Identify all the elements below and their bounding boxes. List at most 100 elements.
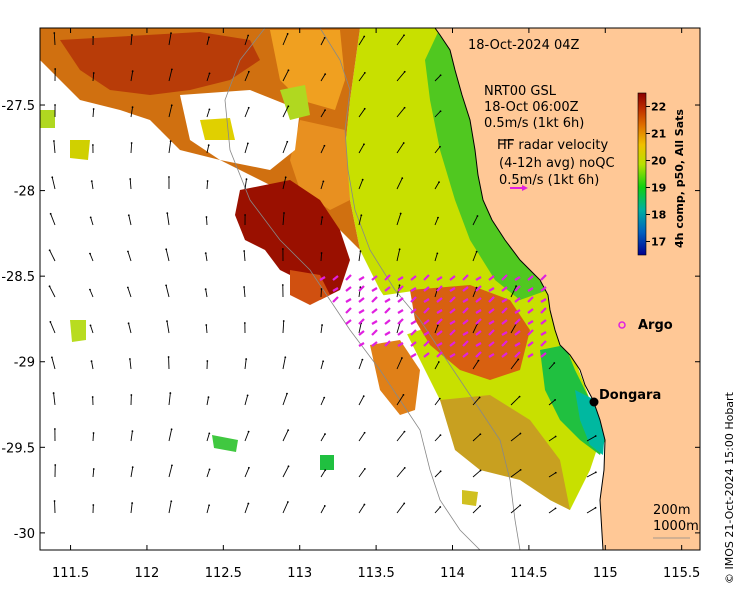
wind-vector-head xyxy=(92,432,95,434)
wind-vector xyxy=(168,393,171,406)
wind-vector-head xyxy=(361,178,364,181)
wind-vector xyxy=(49,250,56,262)
wind-vector xyxy=(358,108,366,118)
wind-vector xyxy=(472,360,479,370)
radar-vector xyxy=(449,287,456,292)
wind-vector-head xyxy=(322,360,325,363)
wind-vector xyxy=(434,217,439,226)
wind-vector-head xyxy=(208,432,211,435)
wind-vector xyxy=(92,468,95,478)
wind-vector xyxy=(472,397,480,406)
radar-vector xyxy=(540,274,547,281)
wind-vector-head xyxy=(594,435,597,437)
wind-vector xyxy=(548,436,556,442)
radar-vector xyxy=(449,320,456,325)
wind-vector-head xyxy=(478,396,481,399)
wind-vector-head xyxy=(282,320,285,322)
wind-vector xyxy=(548,362,555,370)
radar-vector xyxy=(371,275,378,281)
wind-vector xyxy=(130,467,134,478)
wind-vector-head xyxy=(168,176,170,178)
wind-vector-head xyxy=(207,396,210,399)
wind-vector xyxy=(166,213,170,226)
wind-vector-head xyxy=(166,320,168,323)
radar-vector xyxy=(371,320,378,325)
radar-vector xyxy=(488,308,495,314)
wind-vector xyxy=(396,213,402,226)
radar-vector xyxy=(475,297,482,303)
wind-vector xyxy=(244,35,249,46)
radar-vector xyxy=(462,307,469,314)
wind-vector xyxy=(320,397,325,406)
wind-vector-head xyxy=(286,501,289,503)
wind-vector-head xyxy=(48,285,51,288)
wind-vector xyxy=(396,107,405,118)
wind-vector-head xyxy=(206,180,209,182)
colorbar-label: 4h comp, p50, All Sats xyxy=(673,109,686,248)
wind-vector-head xyxy=(127,250,129,253)
wind-vector xyxy=(206,433,210,442)
wind-vector xyxy=(282,429,289,442)
wind-vector-head xyxy=(92,504,95,506)
wind-vector xyxy=(586,435,596,442)
wind-vector-head xyxy=(363,71,366,74)
colorbar-tick-label: 18 xyxy=(651,209,666,222)
radar-vector xyxy=(358,342,365,347)
radar-vector xyxy=(501,340,508,347)
wind-vector xyxy=(510,469,521,478)
radar-vector xyxy=(514,276,521,281)
radar-vector xyxy=(345,307,352,314)
wind-vector xyxy=(129,359,132,370)
radar-vector xyxy=(436,351,443,358)
radar-vector xyxy=(449,296,456,303)
radar-vector xyxy=(527,320,534,325)
radar-vector xyxy=(371,341,378,347)
wind-vector xyxy=(49,321,56,334)
wind-vector-head xyxy=(247,502,250,505)
wind-vector-head xyxy=(208,36,210,39)
colorbar-tick-label: 19 xyxy=(651,182,666,195)
radar-vector xyxy=(462,286,469,292)
wind-vector xyxy=(244,359,247,370)
wind-vector xyxy=(320,469,326,478)
radar-vector xyxy=(371,287,378,292)
radar-vector xyxy=(501,352,508,358)
wind-vector-head xyxy=(128,358,131,360)
radar-vector xyxy=(527,308,534,314)
wind-vector-head xyxy=(283,212,285,214)
wind-vector xyxy=(548,472,557,478)
wind-vector xyxy=(128,215,132,226)
wind-vector-head xyxy=(403,466,406,469)
wind-vector xyxy=(90,217,94,226)
wind-vector xyxy=(127,251,132,262)
wind-vector xyxy=(358,144,365,154)
wind-vector-head xyxy=(54,68,57,70)
radar-vector xyxy=(384,340,391,347)
radar-vector xyxy=(410,308,417,314)
wind-vector-head xyxy=(399,212,402,215)
credit-text: © IMOS 21-Oct-2024 15:00 Hobart xyxy=(723,391,736,584)
wind-vector xyxy=(244,71,250,82)
wind-vector xyxy=(244,395,249,406)
wind-vector-head xyxy=(91,396,94,398)
hf-radar-vectors xyxy=(319,274,547,358)
wind-vector-head xyxy=(479,505,482,507)
wind-vector-head xyxy=(53,500,56,502)
wind-vector xyxy=(51,177,56,190)
wind-vector xyxy=(205,289,208,298)
radar-vector xyxy=(436,318,443,325)
radar-vector xyxy=(527,296,534,303)
wind-vector xyxy=(166,321,170,334)
wind-vector xyxy=(244,107,250,118)
radar-vector xyxy=(501,274,508,281)
wind-vector-head xyxy=(554,471,557,474)
radar-vector xyxy=(423,340,430,347)
wind-vector xyxy=(49,286,56,298)
wind-vector-head xyxy=(363,143,365,146)
wind-vector-head xyxy=(127,322,130,325)
wind-vector xyxy=(53,393,56,406)
radar-vector xyxy=(462,340,469,347)
y-tick-label: -27.5 xyxy=(1,99,35,114)
radar-vector xyxy=(540,298,547,303)
wind-vector-head xyxy=(362,395,365,398)
